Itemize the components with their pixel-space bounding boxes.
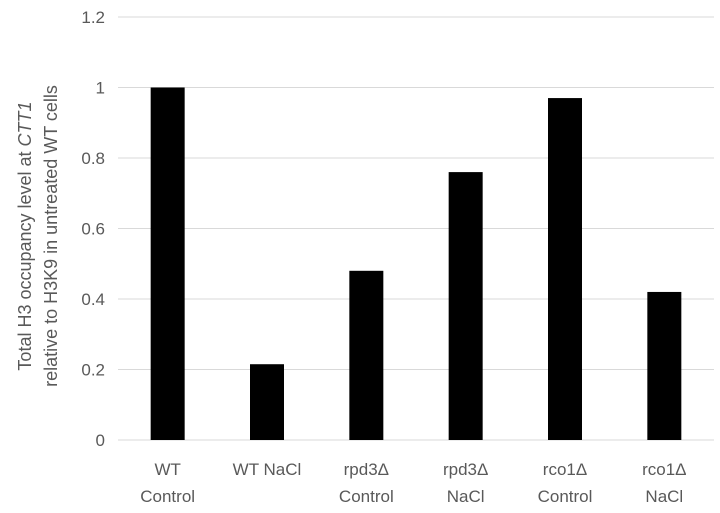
x-tick-label: Control [140, 487, 195, 506]
y-axis-label-gene: CTT1 [15, 101, 35, 146]
y-tick-label: 1 [96, 79, 105, 98]
bar-0 [150, 87, 185, 440]
y-axis-ticks: 0 0.2 0.4 0.6 0.8 1 1.2 [81, 8, 105, 450]
x-tick-label: NaCl [645, 487, 683, 506]
y-tick-label: 0 [96, 431, 105, 450]
x-tick-label: NaCl [447, 487, 485, 506]
x-tick-label: Control [538, 487, 593, 506]
bar-1 [250, 364, 284, 440]
x-tick-label: rpd3Δ [344, 460, 389, 479]
y-tick-label: 0.8 [81, 149, 105, 168]
y-tick-label: 0.4 [81, 290, 105, 309]
bar-4 [548, 98, 582, 440]
bar-5 [647, 291, 682, 440]
bar-3 [448, 172, 483, 440]
x-tick-label: rpd3Δ [443, 460, 488, 479]
x-tick-label: WT [154, 460, 180, 479]
x-tick-label: Control [339, 487, 394, 506]
y-tick-label: 1.2 [81, 8, 105, 27]
y-axis-label-line-2: relative to H3K9 in untreated WT cells [41, 85, 61, 387]
y-tick-label: 0.6 [81, 220, 105, 239]
bar-2 [349, 270, 384, 440]
gridlines [118, 16, 714, 441]
y-tick-label: 0.2 [81, 361, 105, 380]
y-axis-label-line-1: Total H3 occupancy level at CTT1 [15, 101, 35, 370]
x-axis-labels: WT Control WT NaCl rpd3Δ Control rpd3Δ NaCl rco… [140, 460, 686, 506]
y-axis-label-text: Total H3 occupancy level at [15, 146, 35, 370]
bars [150, 87, 682, 440]
x-tick-label: WT NaCl [233, 460, 302, 479]
x-tick-label: rco1Δ [642, 460, 686, 479]
x-tick-label: rco1Δ [543, 460, 587, 479]
